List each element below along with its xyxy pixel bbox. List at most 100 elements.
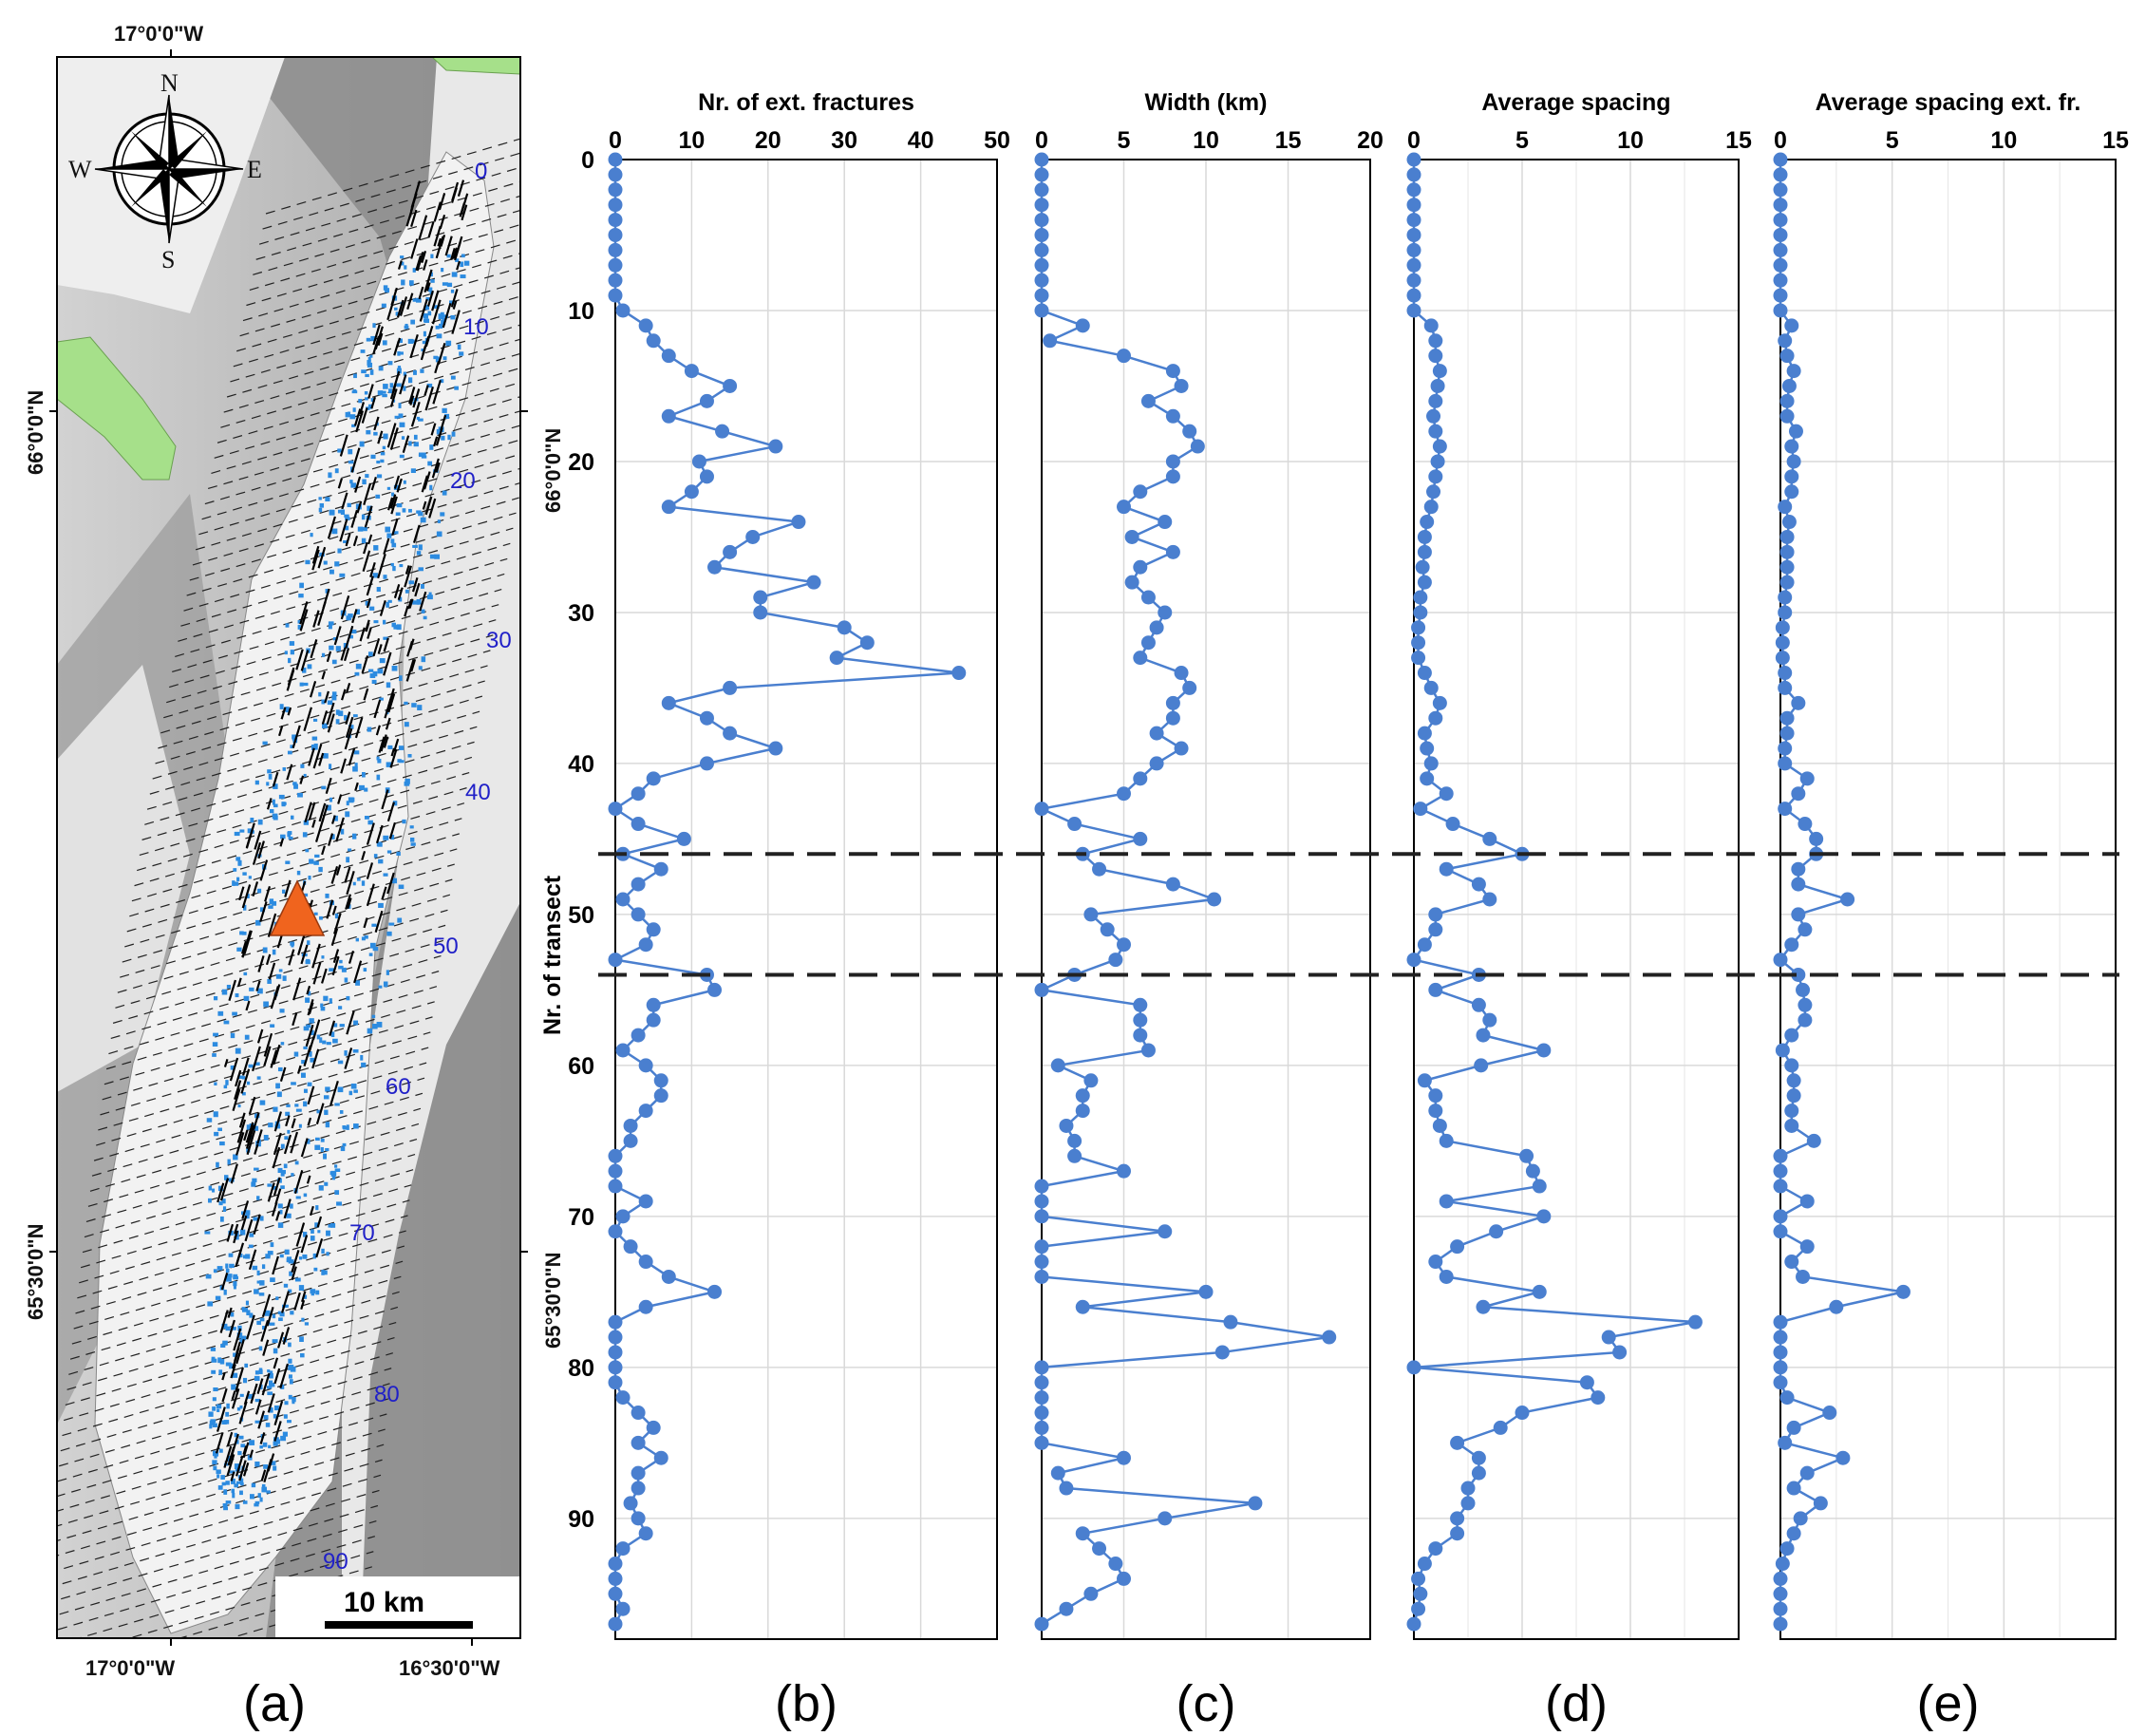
fracture-blue — [233, 868, 237, 872]
fracture-black — [375, 725, 381, 736]
fracture-blue — [230, 1032, 235, 1039]
fracture-black — [230, 1163, 238, 1184]
data-point — [1778, 666, 1793, 681]
fracture-blue — [282, 975, 287, 981]
data-point — [1034, 1194, 1049, 1209]
fracture-black — [366, 597, 371, 609]
fracture-blue — [237, 1075, 244, 1079]
fracture-black — [221, 1387, 228, 1403]
fracture-blue — [398, 884, 405, 890]
fracture-blue — [219, 1358, 225, 1365]
fracture-blue — [309, 859, 314, 864]
fracture-blue — [310, 533, 313, 538]
fracture-black — [391, 518, 399, 536]
fracture-black — [279, 1363, 290, 1388]
fracture-blue — [304, 1322, 310, 1326]
fracture-blue — [348, 848, 352, 852]
data-point — [608, 1163, 623, 1179]
data-point — [1532, 1179, 1547, 1194]
fracture-blue — [310, 1057, 315, 1063]
fracture-black — [437, 237, 442, 247]
fracture-black — [424, 269, 433, 293]
fracture-black — [363, 541, 368, 555]
data-point — [623, 1133, 638, 1148]
plot-frame — [1041, 159, 1371, 1640]
fracture-black — [383, 736, 389, 748]
fracture-black — [337, 478, 343, 489]
fracture-blue — [232, 1492, 235, 1499]
volcano-marker-icon — [269, 879, 326, 936]
fracture-blue — [421, 656, 426, 663]
fracture-black — [439, 215, 446, 230]
fracture-blue — [294, 1104, 299, 1107]
fracture-blue — [262, 741, 268, 745]
fracture-blue — [240, 1444, 246, 1448]
fracture-black — [424, 496, 433, 516]
series-line — [1411, 160, 1696, 1625]
map-green-patch-ne — [431, 57, 520, 75]
data-point — [1034, 982, 1049, 997]
y-axis-shared: Nr. of transect 66°0'0"N 65°30'0"N 01020… — [539, 147, 594, 1533]
fracture-black — [242, 1442, 250, 1459]
fracture-black — [235, 1455, 244, 1477]
fracture-blue — [332, 1038, 338, 1044]
fracture-blue — [229, 1263, 235, 1269]
fracture-blue — [334, 1164, 338, 1168]
fracture-blue — [329, 797, 333, 802]
fracture-blue — [399, 454, 405, 459]
fracture-blue — [334, 1168, 341, 1172]
fracture-blue — [254, 1370, 259, 1375]
data-point — [1426, 484, 1441, 500]
fracture-blue — [450, 375, 456, 380]
fracture-blue — [213, 1111, 218, 1118]
fracture-black — [344, 727, 353, 750]
plot-frame — [614, 159, 998, 1640]
fracture-blue — [323, 753, 329, 759]
data-point — [631, 1465, 646, 1481]
fracture-black — [363, 917, 368, 929]
fracture-blue — [367, 726, 372, 732]
fracture-blue — [376, 460, 381, 464]
data-point — [1075, 1526, 1090, 1541]
data-point — [1413, 1586, 1428, 1601]
fracture-blue — [240, 1482, 244, 1486]
fracture-blue — [256, 1076, 261, 1080]
data-point — [1406, 213, 1421, 228]
fracture-blue — [327, 700, 333, 706]
data-point — [608, 1586, 623, 1601]
fracture-blue — [303, 1088, 308, 1093]
fracture-blue — [287, 831, 292, 835]
y-tick-label: 40 — [568, 751, 594, 778]
fracture-black — [311, 1048, 320, 1069]
fracture-blue — [285, 623, 290, 628]
fracture-blue — [233, 1274, 238, 1280]
data-point — [1149, 726, 1164, 741]
data-point — [699, 469, 714, 484]
data-point — [1043, 333, 1058, 349]
fracture-black — [344, 866, 351, 883]
data-point — [1165, 454, 1180, 469]
data-point — [631, 1406, 646, 1421]
fracture-black — [335, 817, 345, 842]
fracture-black — [325, 777, 332, 795]
fracture-blue — [294, 1160, 299, 1165]
fracture-black — [230, 1433, 239, 1458]
map-panel: 0 10 20 30 40 50 60 70 80 90 — [24, 22, 528, 1732]
fracture-blue — [245, 1300, 249, 1306]
data-point — [1117, 937, 1131, 953]
data-point — [1432, 695, 1447, 710]
data-point — [1791, 861, 1806, 877]
fracture-blue — [341, 967, 347, 972]
data-point — [1432, 364, 1447, 379]
fracture-blue — [329, 1223, 336, 1228]
data-point — [1489, 1224, 1504, 1239]
fracture-blue — [302, 1254, 308, 1259]
fracture-black — [234, 1080, 242, 1100]
fracture-black — [409, 193, 418, 212]
transect-line — [110, 939, 443, 1040]
fracture-blue — [239, 1338, 243, 1344]
data-point — [1773, 303, 1788, 318]
fracture-blue — [447, 434, 451, 441]
data-point — [1786, 364, 1801, 379]
